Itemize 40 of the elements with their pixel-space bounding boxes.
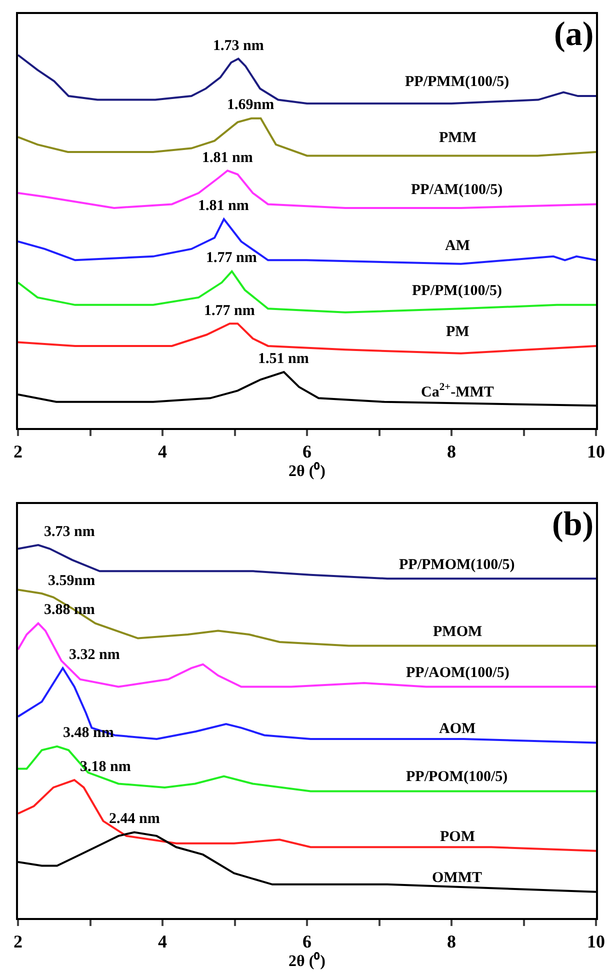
annotation: 3.73 nm [44, 524, 96, 540]
annotation: 1.81 nm [202, 150, 254, 166]
x-tick-label: 2 [14, 442, 22, 462]
series-label: PMM [439, 130, 476, 146]
series-label: PP/POM(100/5) [406, 769, 508, 785]
series-label: AOM [439, 721, 476, 737]
annotation: 3.88 nm [44, 602, 96, 618]
annotation: 1.81 nm [198, 198, 250, 214]
series-label: PM [446, 324, 470, 340]
annotation: 1.73 nm [213, 38, 264, 54]
chart-title: (b) [552, 506, 594, 543]
x-tick-label: 8 [447, 932, 456, 952]
annotation: 1.69nm [227, 97, 275, 113]
series-label: PP/PM(100/5) [412, 283, 502, 299]
annotation: 2.44 nm [109, 811, 160, 827]
series-label: PP/AM(100/5) [411, 182, 503, 198]
series-label: OMMT [432, 870, 482, 886]
x-tick-label: 10 [587, 932, 605, 952]
x-tick-label: 4 [158, 442, 167, 462]
x-tick-label: 2 [14, 932, 22, 952]
annotation: 3.59nm [48, 573, 96, 589]
series-label: PP/PMOM(100/5) [399, 557, 515, 573]
x-tick-label: 10 [587, 442, 605, 462]
chart-title: (a) [554, 16, 594, 53]
annotation: 3.32 nm [69, 647, 120, 663]
annotation: 1.77 nm [206, 250, 258, 266]
series-label: PP/PMM(100/5) [405, 74, 510, 90]
x-tick-label: 4 [158, 932, 167, 952]
series-label: PP/AOM(100/5) [406, 665, 510, 681]
annotation: 1.51 nm [258, 351, 310, 367]
series-label: Ca$^{2+}$-MMT [421, 382, 494, 400]
x-tick-label: 8 [447, 442, 456, 462]
x-axis-title: 2θ (⁰) [288, 952, 326, 970]
x-tick-label: 6 [302, 442, 312, 462]
annotation: 1.77 nm [204, 303, 256, 319]
series-label: POM [440, 829, 475, 845]
series-label: AM [445, 238, 470, 254]
series-label: PMOM [433, 624, 482, 640]
x-axis-title: 2θ (⁰) [288, 462, 326, 480]
x-tick-label: 6 [302, 932, 312, 952]
